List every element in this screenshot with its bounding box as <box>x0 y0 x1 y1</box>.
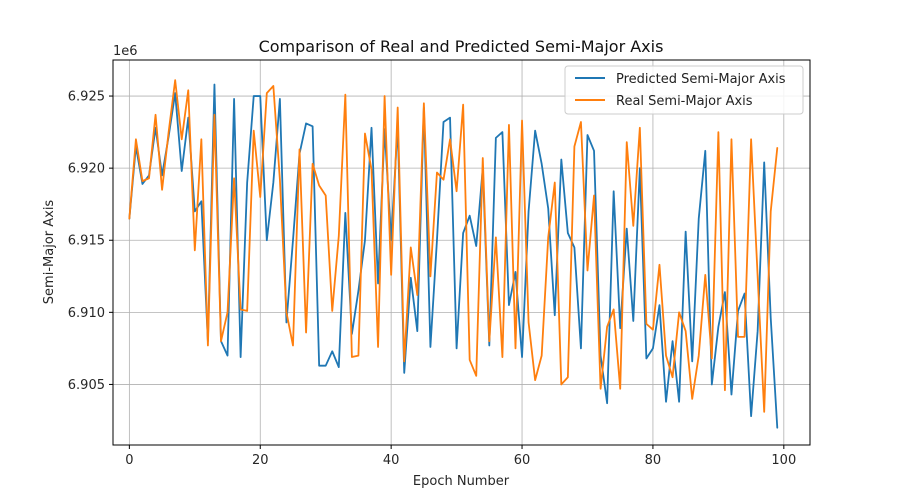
legend-label-real: Real Semi-Major Axis <box>616 94 753 109</box>
y-tick-label: 6.905 <box>68 378 105 393</box>
y-offset-label: 1e6 <box>113 44 138 59</box>
y-axis-label: Semi-Major Axis <box>42 200 57 305</box>
x-tick-label: 60 <box>514 453 531 468</box>
legend-label-predicted: Predicted Semi-Major Axis <box>616 72 786 87</box>
y-tick-label: 6.915 <box>68 234 105 249</box>
plot-frame <box>112 59 811 446</box>
x-tick-label: 100 <box>771 453 796 468</box>
series-layer <box>128 79 779 429</box>
chart-title: Comparison of Real and Predicted Semi-Ma… <box>259 37 664 56</box>
x-tick-label: 20 <box>252 453 269 468</box>
y-tick-label: 6.920 <box>68 162 105 177</box>
axis-ticks: 0 20 40 60 80 100 6.905 6.910 6.915 6.920 6.925 <box>68 90 796 468</box>
x-tick-label: 40 <box>383 453 400 468</box>
y-tick-label: 6.910 <box>68 306 105 321</box>
legend-box <box>564 65 804 115</box>
legend: Predicted Semi-Major Axis Real Semi-Majo… <box>564 65 804 115</box>
y-tick-label: 6.925 <box>68 90 105 105</box>
x-tick-label: 80 <box>645 453 662 468</box>
x-tick-label: 0 <box>125 453 133 468</box>
predicted-series-line <box>128 83 779 429</box>
real-series-line <box>128 79 779 413</box>
x-axis-label: Epoch Number <box>413 474 510 489</box>
grid <box>113 60 810 445</box>
